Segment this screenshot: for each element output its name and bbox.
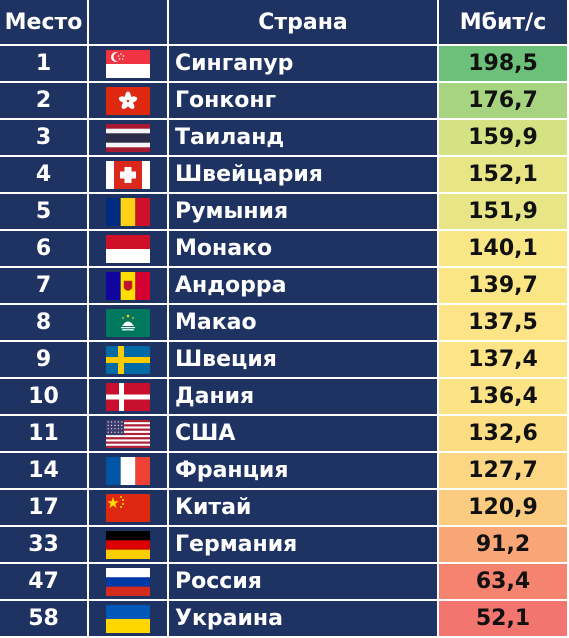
country-cell: Украина xyxy=(169,601,439,638)
speed-value-cell: 140,1 xyxy=(439,231,569,268)
speed-value-cell: 137,4 xyxy=(439,342,569,379)
country-cell: Россия xyxy=(169,564,439,601)
country-cell: Андорра xyxy=(169,268,439,305)
rank-cell: 3 xyxy=(0,120,89,157)
country-cell: Сингапур xyxy=(169,46,439,83)
flag-cell xyxy=(89,342,169,379)
speed-value-cell: 151,9 xyxy=(439,194,569,231)
flag-cell xyxy=(89,157,169,194)
macau-flag-icon xyxy=(106,308,150,337)
flag-cell xyxy=(89,416,169,453)
rank-cell: 9 xyxy=(0,342,89,379)
rank-cell: 47 xyxy=(0,564,89,601)
speed-value-cell: 152,1 xyxy=(439,157,569,194)
rank-cell: 4 xyxy=(0,157,89,194)
rank-cell: 33 xyxy=(0,527,89,564)
flag-cell xyxy=(89,453,169,490)
rank-cell: 7 xyxy=(0,268,89,305)
singapore-flag-icon xyxy=(106,49,150,78)
hong-kong-flag-icon xyxy=(106,86,150,115)
speed-value-cell: 120,9 xyxy=(439,490,569,527)
flag-cell xyxy=(89,46,169,83)
flag-cell xyxy=(89,379,169,416)
rank-cell: 1 xyxy=(0,46,89,83)
france-flag-icon xyxy=(106,456,150,485)
country-cell: Румыния xyxy=(169,194,439,231)
flag-cell xyxy=(89,268,169,305)
speed-value-cell: 52,1 xyxy=(439,601,569,638)
header-country: Страна xyxy=(169,0,439,46)
country-cell: Таиланд xyxy=(169,120,439,157)
ukraine-flag-icon xyxy=(106,604,150,633)
switzerland-flag-icon xyxy=(106,160,150,189)
country-cell: Макао xyxy=(169,305,439,342)
rank-cell: 11 xyxy=(0,416,89,453)
rank-cell: 8 xyxy=(0,305,89,342)
country-cell: Германия xyxy=(169,527,439,564)
flag-cell xyxy=(89,490,169,527)
andorra-flag-icon xyxy=(106,271,150,300)
country-cell: Швейцария xyxy=(169,157,439,194)
country-cell: США xyxy=(169,416,439,453)
denmark-flag-icon xyxy=(106,382,150,411)
speed-value-cell: 198,5 xyxy=(439,46,569,83)
flag-cell xyxy=(89,305,169,342)
header-speed: Мбит/с xyxy=(439,0,569,46)
thailand-flag-icon xyxy=(106,123,150,152)
rank-cell: 5 xyxy=(0,194,89,231)
rank-cell: 10 xyxy=(0,379,89,416)
rank-cell: 14 xyxy=(0,453,89,490)
rank-cell: 58 xyxy=(0,601,89,638)
speed-value-cell: 139,7 xyxy=(439,268,569,305)
flag-cell xyxy=(89,527,169,564)
speed-value-cell: 159,9 xyxy=(439,120,569,157)
flag-cell xyxy=(89,564,169,601)
speed-value-cell: 136,4 xyxy=(439,379,569,416)
speed-value-cell: 91,2 xyxy=(439,527,569,564)
flag-cell xyxy=(89,194,169,231)
header-place: Место xyxy=(0,0,89,46)
flag-cell xyxy=(89,231,169,268)
flag-cell xyxy=(89,83,169,120)
country-cell: Дания xyxy=(169,379,439,416)
flag-cell xyxy=(89,120,169,157)
rank-cell: 17 xyxy=(0,490,89,527)
usa-flag-icon xyxy=(106,419,150,448)
romania-flag-icon xyxy=(106,197,150,226)
rank-cell: 2 xyxy=(0,83,89,120)
monaco-flag-icon xyxy=(106,234,150,263)
rank-cell: 6 xyxy=(0,231,89,268)
flag-cell xyxy=(89,601,169,638)
country-cell: Китай xyxy=(169,490,439,527)
germany-flag-icon xyxy=(106,530,150,559)
china-flag-icon xyxy=(106,493,150,522)
country-cell: Швеция xyxy=(169,342,439,379)
speed-value-cell: 137,5 xyxy=(439,305,569,342)
sweden-flag-icon xyxy=(106,345,150,374)
speed-value-cell: 127,7 xyxy=(439,453,569,490)
country-cell: Монако xyxy=(169,231,439,268)
country-cell: Гонконг xyxy=(169,83,439,120)
speed-value-cell: 63,4 xyxy=(439,564,569,601)
russia-flag-icon xyxy=(106,567,150,596)
speed-value-cell: 176,7 xyxy=(439,83,569,120)
speed-value-cell: 132,6 xyxy=(439,416,569,453)
header-flag xyxy=(89,0,169,46)
country-cell: Франция xyxy=(169,453,439,490)
